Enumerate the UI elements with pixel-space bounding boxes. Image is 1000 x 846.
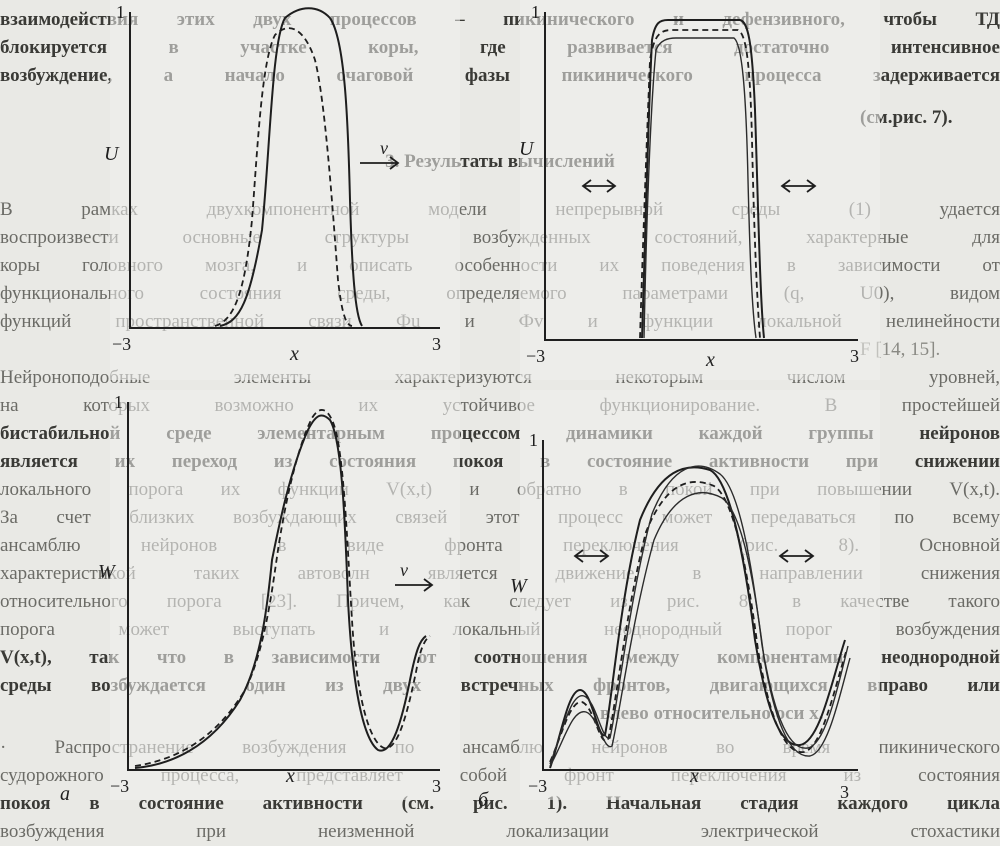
y-top-tick-label: 1	[529, 430, 538, 450]
arrow-label: v	[380, 138, 388, 158]
arrow-double	[573, 549, 610, 563]
curve-u-solid	[219, 7, 363, 327]
curve-u-thin	[643, 37, 757, 339]
arrow-double	[780, 179, 817, 193]
x-axis-label: x	[705, 349, 715, 371]
plot-bottom-left: 1 W −3 3 x а v	[60, 392, 441, 805]
arrow-double	[581, 179, 617, 193]
y-top-tick-label: 1	[114, 392, 123, 412]
curve-w-thin	[549, 465, 849, 765]
arrow-right	[395, 578, 434, 592]
curve-u-dashed	[639, 29, 761, 339]
x-min-tick-label: −3	[526, 346, 545, 366]
plot-bottom-right: 1 W −3 3 x б	[478, 430, 858, 811]
axes	[542, 440, 858, 771]
x-axis-label: x	[289, 343, 299, 365]
x-min-tick-label: −3	[110, 776, 129, 796]
curve-w-thin	[549, 491, 851, 767]
curve-u-solid	[641, 19, 765, 339]
y-axis-label: W	[510, 575, 529, 597]
figure-backdrop	[520, 0, 880, 380]
figure-backdrop	[110, 0, 460, 380]
plot-top-left: 1 U −3 3 x v	[104, 2, 441, 365]
x-axis-label: x	[689, 765, 699, 787]
x-min-tick-label: −3	[112, 334, 131, 354]
axes	[127, 402, 440, 771]
x-max-tick-label: 3	[840, 782, 849, 802]
x-max-tick-label: 3	[432, 334, 441, 354]
axes	[544, 12, 858, 341]
curve-w-dashed	[134, 409, 431, 767]
x-axis-label: x	[285, 765, 295, 787]
text-line: F [14, 15].	[860, 339, 941, 360]
y-axis-label: W	[98, 561, 117, 583]
y-top-tick-label: 1	[531, 2, 540, 22]
arrow-label: v	[400, 560, 408, 580]
axes	[129, 12, 440, 329]
panel-label-a: а	[60, 783, 70, 805]
arrow-right	[360, 156, 400, 170]
y-axis-label: U	[104, 143, 120, 165]
y-axis-label: U	[519, 138, 535, 160]
y-top-tick-label: 1	[116, 2, 125, 22]
x-max-tick-label: 3	[432, 776, 441, 796]
wave-figure: 1 U −3 3 x v 1 U −3 3 x 1	[60, 0, 880, 811]
plot-top-right: 1 U −3 3 x	[519, 2, 859, 371]
x-max-tick-label: 3	[850, 346, 859, 366]
panel-label-b: б	[478, 789, 489, 811]
x-min-tick-label: −3	[528, 776, 547, 796]
text-line: возбуждения при неизменной локализации э…	[0, 821, 1000, 842]
curve-u-dashed	[214, 27, 353, 327]
figure-backdrop	[110, 390, 460, 800]
arrow-double	[778, 549, 815, 563]
curve-w-solid	[134, 414, 427, 769]
text-line: (см.рис. 7).	[860, 107, 953, 128]
